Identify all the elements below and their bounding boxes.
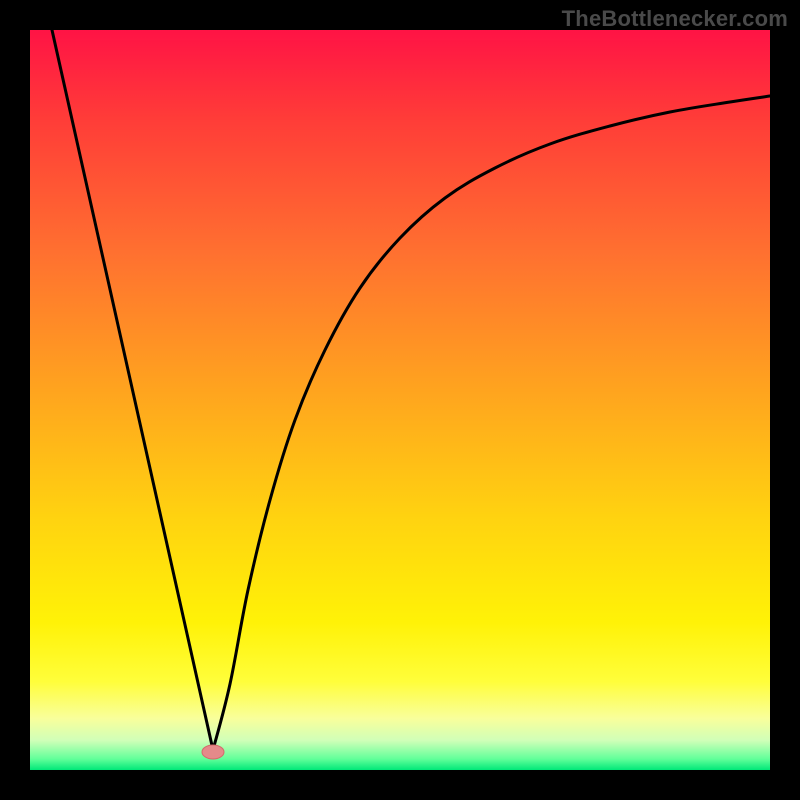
plot-area [30, 30, 770, 770]
watermark-text: TheBottlenecker.com [562, 6, 788, 32]
gradient-background [30, 30, 770, 770]
chart-container: TheBottlenecker.com [0, 0, 800, 800]
